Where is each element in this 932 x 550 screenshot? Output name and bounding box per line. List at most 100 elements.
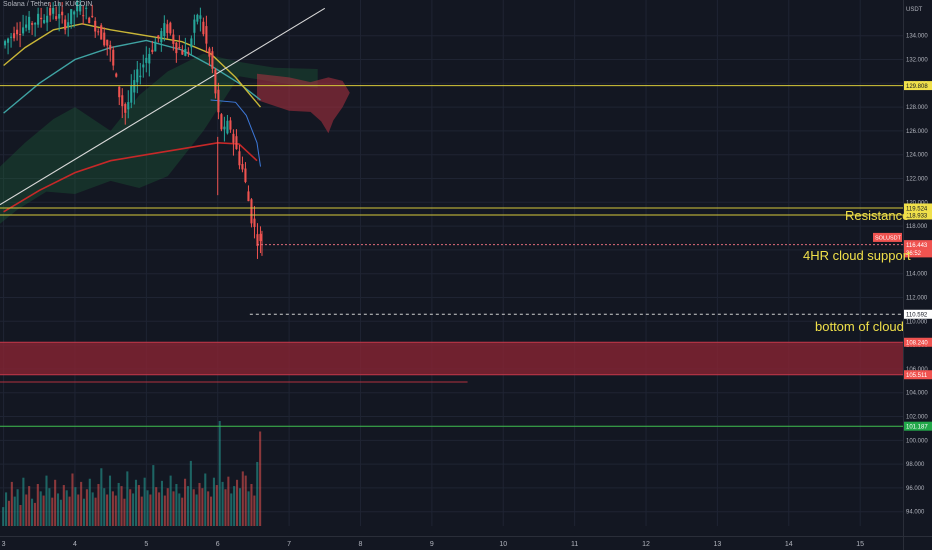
currency-label: USDT — [906, 7, 923, 13]
volume-bar — [111, 491, 114, 526]
candle-body — [100, 25, 103, 40]
candle-body — [79, 4, 82, 12]
volume-bar — [126, 471, 129, 526]
candle-body — [217, 89, 220, 113]
ma-red-line — [3, 141, 258, 213]
time-tick-label: 4 — [73, 541, 77, 548]
candle-body — [190, 38, 193, 48]
candle-body — [226, 120, 229, 134]
price-label-text: 36:52 — [906, 251, 922, 257]
price-tick-label: 100.000 — [906, 438, 928, 444]
volume-bar — [181, 497, 184, 526]
volume-bar — [97, 484, 100, 526]
price-axis-bg — [903, 0, 932, 550]
price-tick-label: 104.000 — [906, 391, 928, 397]
candle-body — [67, 22, 70, 27]
candle-body — [124, 104, 127, 113]
ichimoku-cloud — [0, 53, 350, 224]
candle-body — [196, 14, 199, 22]
candle-body — [142, 64, 145, 68]
price-tick-label: 132.000 — [906, 58, 928, 64]
price-tick-label: 106.000 — [906, 367, 928, 373]
candle-body — [109, 45, 112, 50]
price-tick-label: 110.000 — [906, 319, 928, 325]
candle-body — [70, 9, 73, 25]
volume-bar — [91, 492, 94, 526]
volume-bar — [253, 495, 256, 526]
volume-bar — [134, 479, 138, 526]
grid — [0, 0, 903, 526]
resistance-annotation[interactable]: Resistance — [845, 208, 910, 223]
volume-bar — [114, 495, 117, 526]
time-tick-label: 15 — [856, 541, 864, 548]
price-tick-label: 96.000 — [906, 486, 925, 492]
volume-bar — [106, 494, 109, 526]
cloud-green — [0, 53, 318, 224]
candle-body — [154, 41, 157, 52]
price-tick-label: 134.000 — [906, 34, 928, 40]
candle-body — [232, 133, 235, 143]
candle-body — [115, 73, 118, 77]
volume-bar — [192, 489, 195, 526]
candle-body — [7, 38, 10, 43]
volume-bar — [247, 491, 250, 526]
volume-bar — [56, 493, 60, 526]
price-label-text: 110.592 — [906, 313, 928, 319]
candle-body — [40, 17, 43, 20]
candle-body — [82, 15, 85, 17]
price-label-box — [904, 203, 932, 213]
price-label-text: 101.187 — [906, 424, 928, 430]
price-tick-label: 126.000 — [906, 129, 928, 135]
volume-bar — [16, 489, 19, 526]
price-tick-label: 98.000 — [906, 462, 925, 468]
candle-body — [250, 199, 253, 224]
volume-bar — [169, 475, 172, 526]
volume-bar — [2, 507, 5, 526]
volume-bar — [120, 486, 123, 526]
candle-body — [43, 20, 46, 23]
price-label-text: 116.443 — [906, 243, 928, 249]
volume-bar — [215, 485, 218, 526]
volume-bar — [80, 481, 83, 526]
candle-body — [199, 15, 202, 19]
candle-body — [148, 53, 151, 64]
candle-body — [208, 48, 211, 57]
candle-body — [205, 26, 208, 44]
candle-body — [160, 31, 163, 43]
candle-body — [151, 49, 154, 52]
price-tick-label: 120.000 — [906, 200, 928, 206]
volume-bar — [13, 496, 16, 526]
price-label-text: 119.524 — [906, 206, 928, 212]
candle-body — [193, 19, 196, 33]
volume-bar — [77, 494, 80, 526]
price-label-box — [904, 81, 932, 91]
candle-body — [91, 15, 94, 17]
price-label-text: 129.808 — [906, 84, 928, 90]
candle-body — [256, 234, 259, 246]
volume-bar — [224, 489, 227, 526]
candle-body — [34, 23, 37, 25]
cloud-support-annotation[interactable]: 4HR cloud support — [803, 248, 911, 263]
price-tick-label: 128.000 — [906, 105, 928, 111]
price-label-box — [904, 421, 932, 431]
volume-bar — [94, 497, 97, 526]
volume-bar — [51, 497, 54, 526]
volume-bar — [238, 488, 241, 526]
candle-body — [175, 42, 178, 54]
candle-body — [49, 8, 52, 16]
candle-body — [28, 16, 31, 30]
candles — [4, 0, 263, 259]
candle-body — [145, 57, 148, 63]
trendline — [0, 7, 326, 206]
candle-body — [157, 35, 160, 38]
time-tick-label: 3 — [2, 541, 6, 548]
price-label-box — [904, 240, 932, 250]
volume-bar — [48, 488, 51, 526]
cloud-bottom-annotation[interactable]: bottom of cloud — [815, 319, 904, 334]
candle-body — [229, 120, 232, 130]
candle-body — [22, 27, 25, 34]
price-label-box — [904, 248, 932, 258]
volume-bar — [123, 498, 126, 526]
volume-bar — [152, 465, 155, 526]
